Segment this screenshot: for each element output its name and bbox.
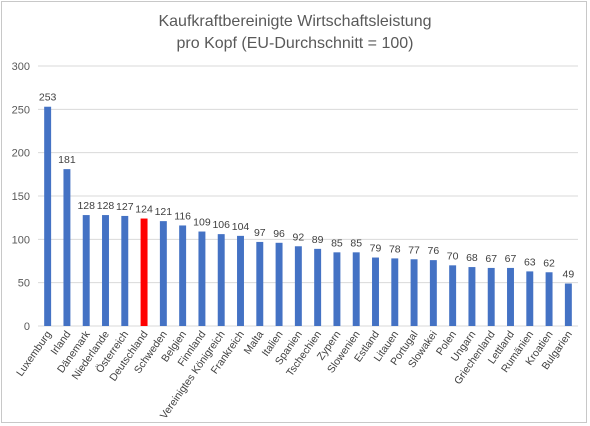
- data-label: 78: [389, 243, 401, 255]
- y-tick-label: 100: [12, 234, 30, 246]
- bar: [429, 260, 437, 326]
- bar: [449, 265, 457, 326]
- bar: [140, 218, 148, 326]
- data-label: 181: [58, 154, 76, 166]
- bar: [333, 252, 341, 326]
- bar: [63, 169, 71, 326]
- category-label: Luxemburg: [14, 329, 54, 379]
- bar: [564, 283, 572, 326]
- bar: [352, 252, 360, 326]
- data-label: 253: [39, 92, 57, 104]
- data-label: 104: [232, 221, 250, 233]
- bar: [294, 246, 302, 326]
- bar: [314, 248, 322, 326]
- y-tick-label: 300: [12, 61, 30, 73]
- bar: [468, 267, 476, 326]
- gridlines: [38, 65, 578, 327]
- bar: [102, 215, 109, 326]
- bar: [372, 257, 379, 326]
- bar: [507, 267, 514, 326]
- data-label: 106: [212, 219, 230, 231]
- bar: [198, 231, 206, 326]
- data-label: 97: [254, 227, 266, 239]
- bar: [526, 271, 534, 326]
- data-label: 85: [331, 237, 343, 249]
- chart-title-line-1: Kaufkraftbereinigte Wirtschaftsleistung: [158, 13, 431, 30]
- data-label: 67: [485, 253, 497, 265]
- bar: [410, 259, 418, 326]
- data-label: 124: [135, 204, 153, 216]
- bar: [256, 241, 264, 326]
- bar: [159, 221, 167, 326]
- bar: [487, 267, 495, 326]
- bar: [237, 235, 244, 326]
- bar: [217, 234, 225, 326]
- data-label: 92: [293, 231, 305, 243]
- bar: [545, 272, 553, 326]
- y-tick-label: 150: [12, 191, 30, 203]
- bar: [121, 215, 129, 326]
- bars: [44, 106, 572, 326]
- data-label: 128: [77, 200, 95, 212]
- data-label: 109: [193, 217, 211, 229]
- data-label: 96: [273, 228, 285, 240]
- bar: [44, 106, 52, 326]
- y-tick-label: 50: [18, 278, 30, 290]
- data-label: 77: [408, 244, 420, 256]
- data-label: 128: [97, 200, 115, 212]
- y-tick-label: 200: [12, 148, 30, 160]
- data-label: 70: [447, 250, 459, 262]
- data-label: 76: [428, 245, 440, 257]
- y-axis-ticks: 0 50 100 150 200 250 300: [12, 61, 30, 333]
- bar: [391, 258, 399, 326]
- data-label: 79: [370, 243, 382, 255]
- data-label: 85: [350, 237, 362, 249]
- data-label: 67: [505, 253, 517, 265]
- y-tick-label: 250: [12, 104, 30, 116]
- y-tick-label: 0: [24, 321, 30, 333]
- data-label: 68: [466, 252, 478, 264]
- data-label: 63: [524, 256, 536, 268]
- data-label: 121: [155, 206, 173, 218]
- bar: [179, 225, 187, 326]
- data-label: 127: [116, 201, 134, 213]
- data-label: 62: [543, 257, 555, 269]
- data-label: 49: [563, 269, 575, 281]
- x-axis-categories: LuxemburgIrlandDänemarkNiederlandeÖsterr…: [14, 328, 575, 421]
- bar: [275, 242, 283, 326]
- data-label: 89: [312, 234, 324, 246]
- chart-title-line-2: pro Kopf (EU-Durchschnitt = 100): [177, 35, 414, 52]
- data-label: 116: [174, 210, 191, 222]
- bar: [82, 215, 90, 326]
